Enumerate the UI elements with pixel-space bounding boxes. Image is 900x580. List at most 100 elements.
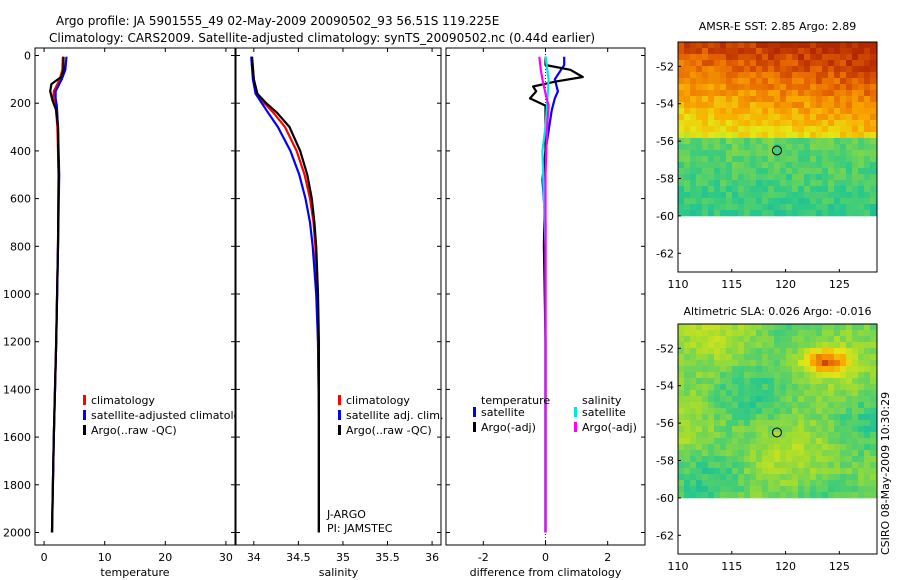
- sla_map-cell: [822, 414, 828, 421]
- sst_map-cell: [828, 120, 834, 127]
- sla_map-cell: [690, 336, 696, 343]
- sla_map-cell: [840, 486, 846, 493]
- sst_map-cell: [864, 138, 870, 145]
- sst_map-cell: [744, 102, 750, 109]
- sst_map-cell: [864, 54, 870, 61]
- sst_map-cell: [726, 102, 732, 109]
- sst_map-cell: [708, 108, 714, 115]
- sla_map-cell: [858, 342, 864, 349]
- sst_map-cell: [708, 192, 714, 199]
- sst_map-cell: [756, 126, 762, 133]
- sla_map-cell: [852, 330, 858, 337]
- sst_map-cell: [774, 114, 780, 121]
- sla_map-cell: [792, 492, 798, 499]
- sla_map-cell: [768, 378, 774, 385]
- sla_map-cell: [810, 444, 816, 451]
- sla_map-cell: [714, 360, 720, 367]
- sla_map-cell: [792, 390, 798, 397]
- sst_map-cell: [798, 72, 804, 79]
- sst_map-cell: [678, 84, 684, 91]
- sst_map-cell: [720, 186, 726, 193]
- sla_map-cell: [726, 420, 732, 427]
- sst_map-cell: [786, 48, 792, 55]
- sst_map-cell: [738, 210, 744, 217]
- sla_map-cell: [822, 474, 828, 481]
- sst_map-cell: [798, 84, 804, 91]
- sst_map-cell: [774, 42, 780, 49]
- sst_map-cell: [798, 138, 804, 145]
- sla_map-cell: [804, 456, 810, 463]
- sst_map-cell: [768, 72, 774, 79]
- sla_map-cell: [840, 444, 846, 451]
- sst_map-cell: [720, 48, 726, 55]
- sla_map-cell: [762, 492, 768, 499]
- sla_map-cell: [702, 402, 708, 409]
- sst_map-cell: [690, 84, 696, 91]
- sst_map-cell: [846, 60, 852, 67]
- sst_map-cell: [690, 162, 696, 169]
- sst_map-cell: [678, 144, 684, 151]
- sla_map-cell: [696, 480, 702, 487]
- sst_map-cell: [756, 108, 762, 115]
- sla_map-cell: [708, 384, 714, 391]
- sst_map-cell: [798, 48, 804, 55]
- sst_map-cell: [738, 186, 744, 193]
- sla_map-cell: [840, 384, 846, 391]
- sst_map-cell: [744, 78, 750, 85]
- sla_map-cell: [750, 486, 756, 493]
- difference-legend-item-2-label: satellite: [582, 406, 626, 419]
- sst_map-cell: [858, 78, 864, 85]
- sst_map-cell: [756, 162, 762, 169]
- sla_map-cell: [768, 336, 774, 343]
- sst_map-cell: [732, 48, 738, 55]
- sst_map-cell: [816, 66, 822, 73]
- sst_map-cell: [738, 180, 744, 187]
- sst_map-cell: [852, 156, 858, 163]
- sst_map-cell: [834, 108, 840, 115]
- sst_map-cell: [846, 84, 852, 91]
- sla_map-cell: [846, 324, 852, 331]
- sla_map-cell: [816, 462, 822, 469]
- sst_map-cell: [726, 174, 732, 181]
- sst_map-cell: [720, 90, 726, 97]
- sst_map-cell: [852, 174, 858, 181]
- sla_map-cell: [780, 366, 786, 373]
- sla_map-cell: [840, 492, 846, 499]
- sst_map-cell: [780, 42, 786, 49]
- sla_map-cell: [762, 390, 768, 397]
- sst_map-cell: [810, 186, 816, 193]
- sst_map-cell: [798, 108, 804, 115]
- sst_map-cell: [864, 114, 870, 121]
- sla_map-cell: [834, 432, 840, 439]
- sla_map-cell: [816, 402, 822, 409]
- sla_map-cell: [762, 486, 768, 493]
- sst_map-cell: [828, 84, 834, 91]
- sla_map-cell: [720, 474, 726, 481]
- sla_map-cell: [780, 474, 786, 481]
- sla_map-cell: [708, 480, 714, 487]
- sst_map-cell: [822, 102, 828, 109]
- sst_map-cell: [714, 60, 720, 67]
- sst_map-cell: [870, 186, 876, 193]
- sst_map-cell: [732, 102, 738, 109]
- sla_map-cell: [690, 348, 696, 355]
- sla_map-cell: [852, 450, 858, 457]
- temperature-legend-item-0-swatch: [83, 395, 86, 405]
- sst_map-cell: [822, 138, 828, 145]
- sla_map-cell: [816, 360, 822, 367]
- sla_map-cell: [684, 336, 690, 343]
- sst_map-cell: [744, 90, 750, 97]
- sla_map-cell: [774, 480, 780, 487]
- sla_map-cell: [852, 414, 858, 421]
- sst_map-cell: [768, 150, 774, 157]
- sla_map-cell: [846, 408, 852, 415]
- sla_map-cell: [864, 486, 870, 493]
- sla_map-cell: [846, 390, 852, 397]
- sst_map-cell: [714, 192, 720, 199]
- sst_map-cell: [810, 90, 816, 97]
- sla_map-cell: [816, 492, 822, 499]
- sla_map-cell: [750, 450, 756, 457]
- sla_map-cell: [756, 444, 762, 451]
- sla_map-cell: [768, 474, 774, 481]
